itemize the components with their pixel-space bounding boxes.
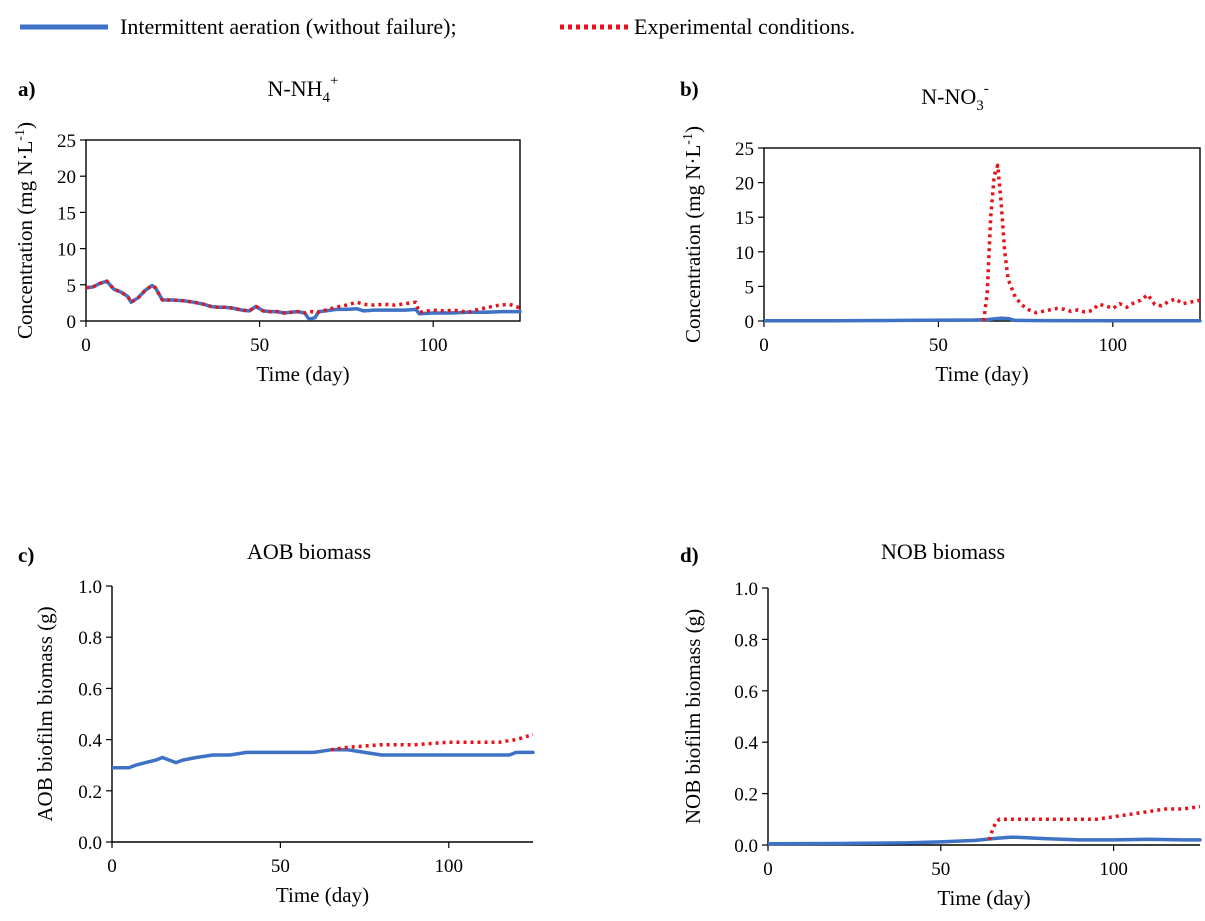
series-line-baseline — [86, 279, 522, 321]
y-tick-label: 10 — [57, 240, 76, 261]
y-tick-label: 25 — [57, 131, 76, 152]
x-tick-label: 100 — [435, 856, 464, 877]
y-tick-label: 0.8 — [78, 628, 102, 649]
y-axis-label: NOB biofilm biomass (g) — [681, 609, 705, 824]
y-tick-label: 5 — [67, 276, 77, 297]
y-tick-label: 0.2 — [734, 785, 758, 806]
panel-d: 0.0 0.2 0.4 0.6 0.8 1.0 0 50 100 Time (day) NOB bi… — [680, 539, 1202, 910]
x-tick-label: 0 — [81, 335, 91, 356]
panel-b: 0 5 10 15 20 25 0 50 100 Time (day) Concentration … — [680, 77, 1202, 386]
legend: Intermittent aeration (without failure);… — [20, 14, 855, 39]
plot-frame — [763, 147, 1201, 322]
panel-letter: c) — [18, 543, 34, 567]
y-tick-label: 1.0 — [734, 579, 758, 600]
series-line-experimental — [981, 163, 1201, 322]
legend-label-baseline: Intermittent aeration (without failure); — [120, 14, 457, 39]
y-tick-label: 0.8 — [734, 630, 758, 651]
y-tick-label: 0.4 — [734, 733, 758, 754]
panel-title: N-NO3- — [921, 81, 989, 114]
y-tick-label: 0.0 — [78, 833, 102, 854]
x-tick-label: 50 — [929, 335, 948, 356]
series-line-baseline — [764, 316, 1202, 323]
panel-title: NOB biomass — [881, 539, 1005, 564]
y-tick-label: 25 — [735, 139, 754, 160]
y-tick-label: 10 — [735, 243, 754, 264]
y-tick-label: 1.0 — [78, 577, 102, 598]
x-tick-label: 50 — [250, 335, 269, 356]
panel-letter: a) — [18, 77, 36, 101]
panel-c: 0.0 0.2 0.4 0.6 0.8 1.0 0 50 100 Time (day) AOB bi… — [18, 539, 535, 907]
y-tick-label: 5 — [745, 277, 755, 298]
y-tick-label: 0.4 — [78, 731, 102, 752]
y-tick-label: 20 — [57, 167, 76, 188]
x-axis-label: Time (day) — [935, 362, 1028, 386]
x-tick-label: 0 — [763, 859, 773, 880]
x-tick-label: 50 — [931, 859, 950, 880]
x-axis-label: Time (day) — [276, 883, 369, 907]
y-tick-label: 0 — [745, 312, 755, 333]
panel-title: N-NH4+ — [268, 73, 339, 106]
y-tick-label: 0.6 — [734, 682, 758, 703]
y-axis-label: AOB biofilm biomass (g) — [33, 606, 57, 821]
y-tick-label: 0.0 — [734, 836, 758, 857]
x-tick-label: 100 — [1099, 859, 1128, 880]
series-line-baseline — [768, 835, 1202, 846]
y-tick-label: 15 — [735, 208, 754, 229]
panel-title: AOB biomass — [247, 539, 371, 564]
series-line-experimental — [86, 279, 521, 315]
plot-frame — [85, 139, 521, 322]
y-axis-label: Concentration (mg N·L-1) — [681, 126, 705, 343]
panel-letter: b) — [680, 77, 699, 101]
legend-label-experimental: Experimental conditions. — [634, 14, 855, 39]
x-tick-label: 50 — [271, 856, 290, 877]
series-line-baseline — [112, 748, 535, 770]
y-axis-label: Concentration (mg N·L-1) — [13, 122, 37, 339]
y-tick-label: 0.2 — [78, 782, 102, 803]
x-tick-label: 0 — [107, 856, 117, 877]
y-tick-label: 0.6 — [78, 679, 102, 700]
x-tick-label: 100 — [1099, 335, 1128, 356]
x-tick-label: 100 — [419, 335, 448, 356]
x-axis-label: Time (day) — [937, 886, 1030, 910]
y-tick-label: 15 — [57, 203, 76, 224]
x-tick-label: 0 — [759, 335, 769, 356]
y-tick-label: 20 — [735, 174, 754, 195]
series-line-experimental — [330, 732, 534, 752]
series-line-experimental — [987, 804, 1201, 841]
panel-letter: d) — [680, 543, 699, 567]
panel-a: 0 5 10 15 20 25 0 50 100 Time (day) Concentration … — [13, 73, 522, 386]
y-tick-label: 0 — [67, 312, 77, 333]
x-axis-label: Time (day) — [256, 362, 349, 386]
